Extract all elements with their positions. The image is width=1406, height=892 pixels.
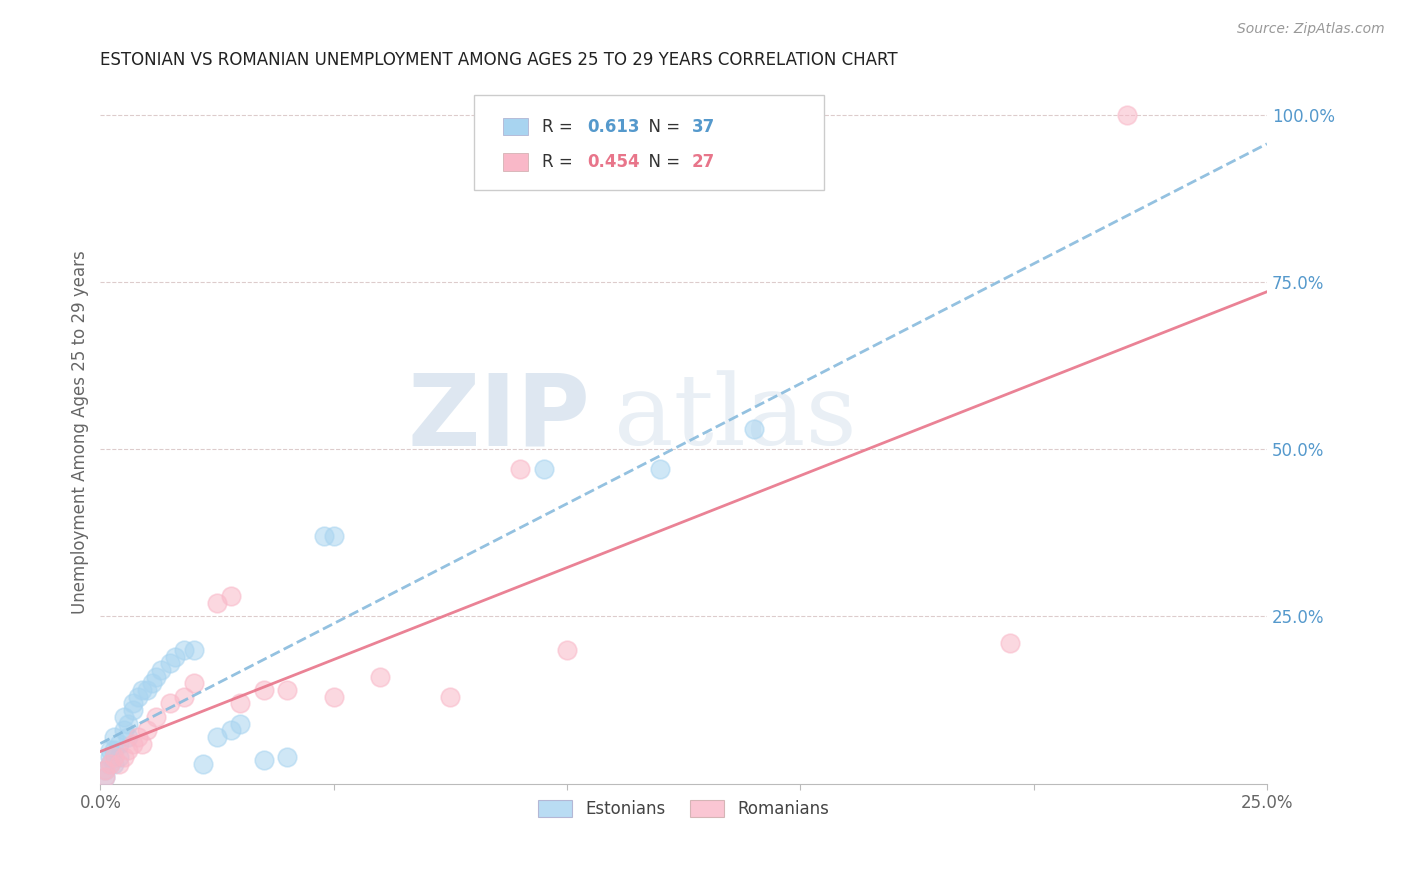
Point (127, 730, 149, 744)
Point (108, 756, 131, 771)
Point (533, 462, 555, 476)
Point (159, 657, 181, 671)
Point (191, 756, 214, 771)
Point (127, 690, 149, 704)
Point (136, 683, 159, 698)
Text: 0.613: 0.613 (586, 118, 640, 136)
FancyBboxPatch shape (503, 118, 529, 136)
Point (205, 596, 228, 610)
Text: R =: R = (543, 118, 578, 136)
Point (103, 756, 125, 771)
Legend: Estonians, Romanians: Estonians, Romanians (531, 793, 835, 824)
Point (650, 462, 672, 476)
Point (122, 703, 145, 717)
Point (141, 676, 163, 690)
Point (94, 764, 117, 778)
Point (509, 462, 531, 476)
FancyBboxPatch shape (503, 153, 529, 170)
Point (122, 697, 145, 711)
Point (108, 750, 131, 764)
Point (219, 590, 242, 604)
Point (314, 529, 336, 543)
Point (98, 743, 121, 757)
Text: N =: N = (638, 153, 686, 171)
Point (205, 730, 228, 744)
Point (131, 683, 153, 698)
Point (229, 716, 252, 731)
Point (276, 683, 298, 698)
FancyBboxPatch shape (474, 95, 824, 190)
Point (94, 770, 117, 784)
Point (276, 750, 298, 764)
Point (253, 753, 276, 767)
Text: Source: ZipAtlas.com: Source: ZipAtlas.com (1237, 22, 1385, 37)
Text: N =: N = (638, 118, 686, 136)
Point (322, 690, 344, 704)
Point (145, 670, 167, 684)
Point (159, 697, 181, 711)
Point (117, 716, 139, 731)
Text: R =: R = (543, 153, 578, 171)
Point (173, 690, 195, 704)
Point (131, 737, 153, 751)
Point (742, 422, 765, 436)
Point (98, 756, 121, 771)
Point (219, 723, 242, 738)
Point (183, 676, 205, 690)
Point (1116, 108, 1139, 122)
Point (103, 730, 125, 744)
Point (145, 710, 167, 724)
Point (150, 663, 173, 677)
Text: 37: 37 (692, 118, 716, 136)
Text: 0.454: 0.454 (586, 153, 640, 171)
Point (108, 737, 131, 751)
Point (1000, 636, 1022, 650)
Point (103, 750, 125, 764)
Text: ZIP: ZIP (408, 370, 591, 467)
Point (439, 690, 461, 704)
Point (98, 750, 121, 764)
Text: atlas: atlas (613, 370, 856, 467)
Point (112, 750, 135, 764)
Point (368, 670, 391, 684)
Point (117, 730, 139, 744)
Point (112, 710, 135, 724)
Point (173, 643, 195, 657)
Point (98, 756, 121, 771)
Point (103, 743, 125, 757)
Point (183, 643, 205, 657)
Point (555, 643, 578, 657)
Point (112, 723, 135, 738)
Point (94, 770, 117, 784)
Y-axis label: Unemployment Among Ages 25 to 29 years: Unemployment Among Ages 25 to 29 years (72, 251, 89, 615)
Point (322, 529, 344, 543)
Point (163, 649, 186, 664)
Point (94, 764, 117, 778)
Text: 27: 27 (692, 153, 716, 171)
Text: ESTONIAN VS ROMANIAN UNEMPLOYMENT AMONG AGES 25 TO 29 YEARS CORRELATION CHART: ESTONIAN VS ROMANIAN UNEMPLOYMENT AMONG … (100, 51, 898, 69)
Point (117, 743, 139, 757)
Point (229, 697, 252, 711)
Point (253, 683, 276, 698)
Point (122, 737, 145, 751)
Point (136, 723, 159, 738)
